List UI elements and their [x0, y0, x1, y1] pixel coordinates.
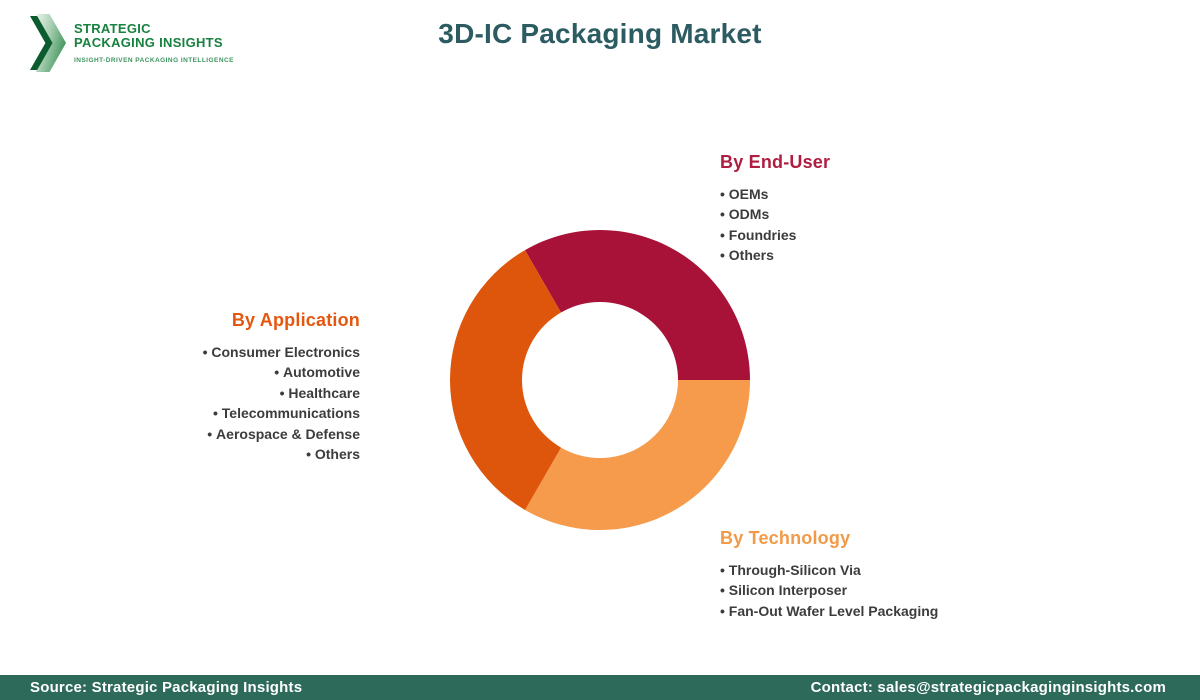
list-item: Telecommunications: [203, 403, 360, 423]
list-item: Consumer Electronics: [203, 342, 360, 362]
brand-text: STRATEGIC PACKAGING INSIGHTS INSIGHT-DRI…: [74, 14, 234, 65]
list-item: Silicon Interposer: [720, 580, 938, 600]
list-item: Healthcare: [203, 383, 360, 403]
footer-contact: Contact: sales@strategicpackaginginsight…: [810, 679, 1166, 696]
list-item: Through-Silicon Via: [720, 560, 938, 580]
list-item: Foundries: [720, 225, 830, 245]
list-item: Automotive: [203, 362, 360, 382]
group-by-end-user: By End-User OEMs ODMs Foundries Others: [720, 152, 830, 266]
footer-source: Source: Strategic Packaging Insights: [30, 679, 303, 696]
group-list-application: Consumer Electronics Automotive Healthca…: [203, 342, 360, 464]
group-by-application: By Application Consumer Electronics Auto…: [203, 310, 360, 464]
brand-name-line1: STRATEGIC: [74, 21, 151, 36]
list-item: Others: [720, 245, 830, 265]
list-item: ODMs: [720, 204, 830, 224]
list-item: OEMs: [720, 184, 830, 204]
page-title: 3D-IC Packaging Market: [438, 18, 762, 49]
group-heading-application: By Application: [231, 310, 360, 330]
footer-bar: Source: Strategic Packaging Insights Con…: [0, 675, 1200, 700]
donut-segment-by-end-user: [525, 230, 750, 380]
brand-tagline: INSIGHT-DRIVEN PACKAGING INTELLIGENCE: [74, 57, 234, 64]
list-item: Aerospace & Defense: [203, 424, 360, 444]
group-heading-technology: By Technology: [720, 528, 851, 548]
chevron-logo-icon: [30, 14, 72, 72]
list-item: Fan-Out Wafer Level Packaging: [720, 601, 939, 621]
brand-logo: STRATEGIC PACKAGING INSIGHTS INSIGHT-DRI…: [30, 14, 234, 72]
donut-chart: [449, 230, 750, 531]
donut-segment-by-technology: [525, 379, 750, 531]
brand-name-line2: PACKAGING INSIGHTS: [74, 35, 223, 50]
donut-segment-by-application: [449, 250, 562, 510]
group-by-technology: By Technology Through-Silicon Via Silico…: [720, 528, 938, 621]
list-item: Others: [203, 444, 360, 464]
group-list-end-user: OEMs ODMs Foundries Others: [720, 184, 830, 266]
group-heading-end-user: By End-User: [720, 152, 831, 172]
group-list-technology: Through-Silicon Via Silicon Interposer F…: [720, 560, 939, 621]
